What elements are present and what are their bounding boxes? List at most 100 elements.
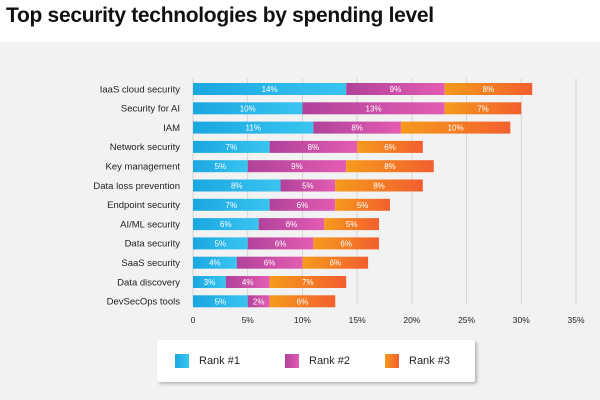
category-label: IaaS cloud security [100,84,181,95]
category-label: Data loss prevention [93,181,180,192]
bar-segment-rank-3 [324,218,380,231]
x-tick-label: 15% [349,315,366,325]
bar-segment-rank-3 [400,121,511,134]
bar-segment-rank-1 [193,83,347,95]
bar-value-label: 5% [215,297,227,306]
bar-segment-rank-1 [193,237,248,250]
bar-value-label: 5% [215,239,227,248]
bar-segment-rank-3 [357,140,423,153]
bar-segment-rank-2 [346,83,445,95]
bar-value-label: 4% [209,259,221,268]
bar-value-label: 6% [264,259,276,268]
bar-segment-rank-2 [258,218,325,231]
bar-value-label: 6% [384,143,396,152]
bar-segment-rank-1 [193,121,314,134]
bar-segment-rank-3 [269,295,336,308]
bar-segment-rank-1 [193,276,226,288]
bar-value-label: 8% [373,182,385,191]
bar-value-label: 2% [253,297,265,306]
bar-segment-rank-3 [444,102,522,115]
bar-segment-rank-3 [444,83,533,95]
category-label: Network security [110,142,180,153]
bar-value-label: 7% [226,201,238,210]
bar-value-label: 6% [329,259,341,268]
category-label: IAM [163,123,180,134]
bar-layer [193,83,533,308]
bar-segment-rank-3 [269,276,347,288]
x-tick-label: 10% [294,315,311,325]
bar-value-label: 8% [483,85,495,94]
bar-value-label: 7% [477,104,489,113]
legend-swatch-rank-2 [285,354,299,368]
bar-segment-rank-1 [193,295,248,308]
x-tick-label: 35% [567,315,584,325]
bar-segment-rank-2 [236,256,303,269]
category-label: Endpoint security [107,200,180,211]
bar-value-label: 10% [240,104,256,113]
bar-value-label: 5% [346,220,358,229]
legend-item-rank-3: Rank #3 [385,353,450,369]
category-label: Security for AI [121,104,180,115]
bar-value-label: 3% [204,278,216,287]
bar-segment-rank-1 [193,256,237,269]
bar-value-label: 11% [245,124,260,133]
bar-segment-rank-1 [193,198,270,211]
legend-swatch-rank-3 [385,354,399,368]
x-tick-label: 20% [403,315,420,325]
bar-segment-rank-1 [193,218,259,231]
bar-segment-rank-2 [247,295,270,308]
bar-segment-rank-2 [313,121,401,134]
bar-value-label: 6% [220,220,232,229]
bar-value-label: 4% [242,278,254,287]
bar-segment-rank-3 [302,256,369,269]
bar-value-label: 6% [340,239,352,248]
bar-segment-rank-3 [335,179,423,192]
bar-value-label: 9% [291,162,303,171]
bar-value-label: 10% [448,124,464,133]
category-label: Key management [106,162,181,173]
bar-value-label: 6% [297,297,309,306]
x-tick-label: 5% [242,315,255,325]
bar-segment-rank-2 [247,237,314,250]
bar-value-label: 7% [302,278,314,287]
x-tick-label: 25% [458,315,475,325]
bar-segment-rank-2 [247,160,347,173]
category-label: DevSecOps tools [107,297,181,308]
bar-value-label: 6% [286,220,298,229]
bar-value-label: 5% [302,182,314,191]
bar-value-label: 6% [275,239,287,248]
bar-value-label: 7% [226,143,238,152]
chart-title: Top security technologies by spending le… [6,4,434,27]
bar-value-label: 6% [297,201,309,210]
bar-segment-rank-2 [302,102,445,115]
bar-value-label: 5% [357,201,369,210]
category-label: SaaS security [121,258,180,269]
category-label: Data discovery [117,277,180,288]
bar-segment-rank-2 [269,198,336,211]
bar-segment-rank-1 [193,102,303,115]
bar-segment-rank-2 [269,140,358,153]
legend-label-rank-2: Rank #2 [309,355,350,367]
bar-segment-rank-3 [346,160,434,173]
category-label: Data security [125,239,181,250]
bar-segment-rank-2 [225,276,270,288]
bar-value-label: 9% [390,85,402,94]
x-tick-label: 0 [191,315,196,325]
bar-value-label: 8% [231,182,243,191]
axis-layer: 0 5% 10% 15% 20% 25% 30% 35% [191,315,585,325]
bar-value-label: 13% [366,104,382,113]
bar-value-label: 8% [351,124,363,133]
bar-segment-rank-1 [193,140,270,153]
legend-swatch-rank-1 [175,354,189,368]
legend-item-rank-2: Rank #2 [285,353,350,369]
bar-segment-rank-1 [193,179,281,192]
category-label: AI/ML security [120,219,180,230]
bar-segment-rank-3 [313,237,380,250]
label-layer: IaaS cloud security 14% 9% 8% Security for A… [93,84,494,307]
bar-segment-rank-2 [280,179,336,192]
bar-value-label: 14% [262,85,278,94]
bar-value-label: 8% [308,143,320,152]
bar-segment-rank-3 [335,198,390,211]
